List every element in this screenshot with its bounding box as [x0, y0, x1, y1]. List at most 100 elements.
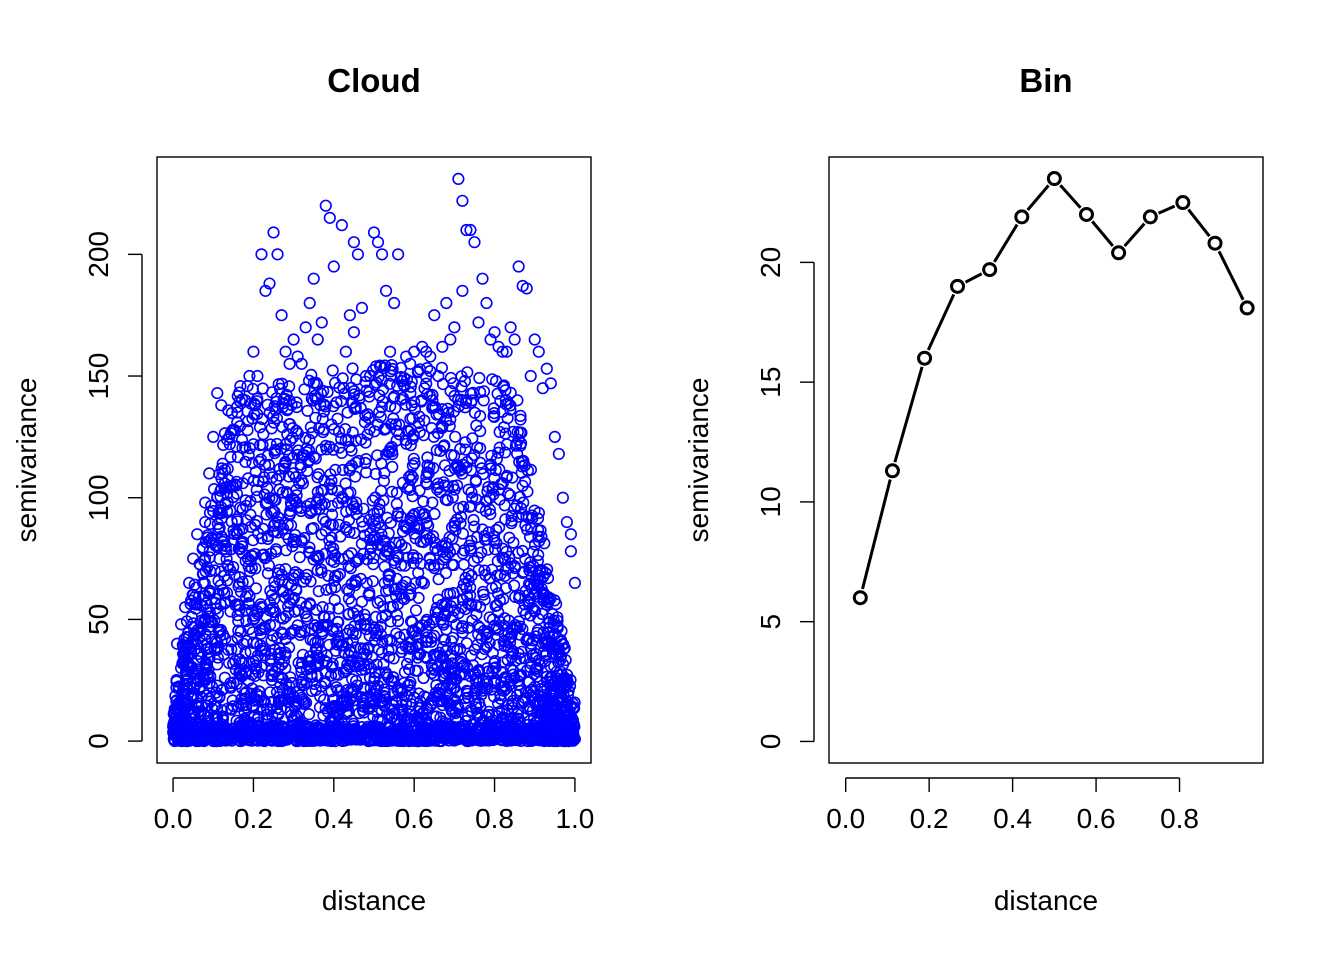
- cloud-point: [255, 248, 268, 261]
- cloud-point: [382, 570, 396, 583]
- cloud-point: [475, 688, 488, 701]
- cloud-point: [199, 496, 212, 509]
- cloud-point: [520, 729, 533, 742]
- bin-points: [852, 171, 1255, 606]
- cloud-point: [247, 613, 260, 626]
- cloud-point: [349, 627, 362, 641]
- cloud-point: [382, 527, 395, 540]
- cloud-point: [224, 681, 237, 694]
- cloud-point: [344, 655, 358, 668]
- cloud-point: [384, 733, 397, 747]
- cloud-point: [516, 479, 529, 492]
- cloud-point: [343, 309, 356, 322]
- cloud-point: [377, 676, 390, 689]
- cloud-point: [462, 483, 475, 496]
- cloud-point: [373, 389, 386, 402]
- cloud-point: [247, 438, 260, 451]
- cloud-point: [488, 619, 501, 632]
- cloud-point: [310, 643, 323, 657]
- cloud-point: [343, 462, 356, 475]
- cloud-point: [338, 646, 351, 659]
- cloud-point: [387, 296, 401, 310]
- cloud-point: [456, 593, 470, 607]
- cloud-point: [476, 272, 489, 285]
- cloud-point: [392, 681, 405, 694]
- cloud-y-tick-label: 150: [83, 353, 114, 400]
- cloud-point: [324, 468, 337, 481]
- cloud-point: [526, 511, 539, 525]
- cloud-point: [336, 734, 349, 747]
- bin-line-segment: [993, 223, 1019, 263]
- cloud-point: [456, 194, 469, 207]
- cloud-point: [261, 567, 275, 580]
- cloud-point: [392, 248, 405, 261]
- cloud-point: [230, 487, 243, 500]
- cloud-point: [294, 626, 308, 639]
- cloud-point: [257, 548, 270, 561]
- cloud-point: [377, 730, 390, 743]
- cloud-point: [319, 677, 332, 690]
- cloud-point: [264, 584, 277, 597]
- cloud-point: [465, 599, 478, 612]
- cloud-point: [305, 622, 318, 636]
- cloud-point: [371, 538, 384, 551]
- cloud-point: [518, 598, 531, 611]
- cloud-point: [232, 580, 245, 593]
- cloud-point: [320, 583, 333, 596]
- cloud-point: [478, 529, 491, 543]
- cloud-point: [252, 527, 265, 540]
- cloud-point: [214, 598, 227, 611]
- cloud-point: [492, 697, 505, 710]
- cloud-point: [524, 369, 537, 383]
- cloud-point: [455, 724, 468, 737]
- bin-point: [1111, 245, 1127, 261]
- cloud-point: [420, 615, 433, 629]
- cloud-point: [496, 656, 510, 669]
- cloud-point: [494, 688, 507, 702]
- cloud-point: [283, 596, 297, 610]
- cloud-point: [211, 386, 224, 400]
- cloud-point: [468, 729, 481, 742]
- cloud-point: [224, 450, 237, 464]
- cloud-point: [549, 704, 562, 717]
- cloud-point: [305, 392, 318, 405]
- cloud-point: [360, 384, 373, 397]
- cloud-point: [364, 526, 377, 540]
- cloud-point: [396, 374, 409, 388]
- cloud-point: [208, 483, 221, 496]
- cloud-point: [491, 387, 504, 400]
- cloud-point: [480, 533, 494, 546]
- cloud-point: [245, 691, 258, 704]
- cloud-point: [405, 468, 418, 482]
- cloud-point: [285, 625, 299, 639]
- bin-point: [1014, 209, 1030, 225]
- cloud-point: [513, 620, 527, 633]
- cloud-point: [284, 671, 297, 684]
- cloud-point: [403, 663, 416, 676]
- cloud-point: [532, 548, 545, 562]
- cloud-point: [507, 579, 521, 592]
- cloud-point: [481, 485, 494, 498]
- cloud-point: [388, 707, 401, 720]
- cloud-points: [167, 172, 582, 748]
- cloud-point: [426, 662, 439, 675]
- cloud-point: [244, 520, 257, 533]
- cloud-point: [289, 583, 303, 596]
- cloud-point: [429, 686, 442, 699]
- cloud-title: Cloud: [327, 62, 420, 99]
- cloud-point: [442, 677, 455, 690]
- cloud-point: [554, 649, 568, 662]
- cloud-point: [360, 466, 373, 479]
- cloud-point: [343, 525, 356, 539]
- cloud-point: [454, 652, 468, 665]
- cloud-point: [504, 489, 517, 502]
- cloud-point: [357, 659, 371, 672]
- cloud-point: [489, 543, 502, 556]
- cloud-point: [441, 480, 455, 493]
- cloud-point: [188, 627, 201, 640]
- cloud-point: [375, 248, 389, 261]
- cloud-point: [290, 396, 303, 409]
- cloud-point: [499, 581, 513, 595]
- cloud-point: [523, 530, 537, 544]
- cloud-point: [421, 459, 434, 472]
